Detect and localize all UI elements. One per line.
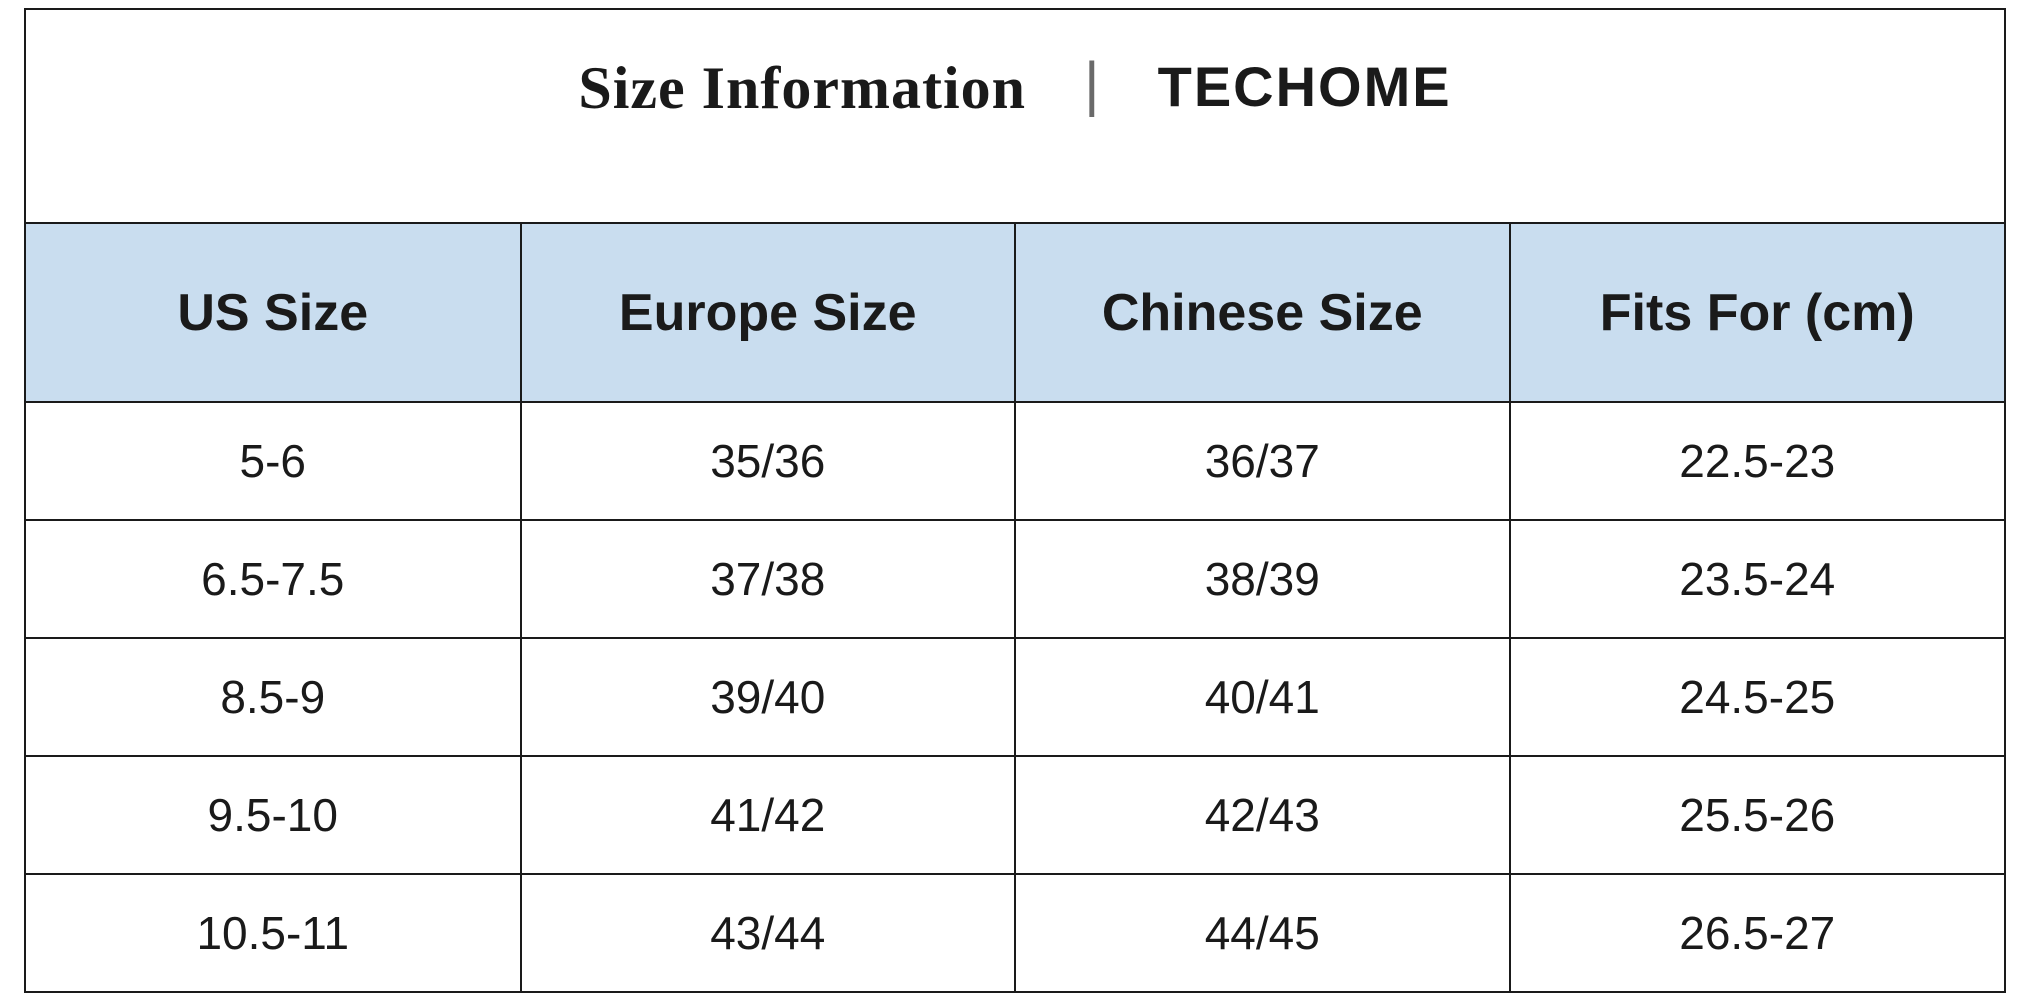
cell: 41/42 — [521, 756, 1016, 874]
cell: 9.5-10 — [26, 756, 521, 874]
title-row: Size Information | TECHOME — [26, 10, 2004, 224]
col-fits-for: Fits For (cm) — [1510, 224, 2005, 402]
cell: 8.5-9 — [26, 638, 521, 756]
cell: 22.5-23 — [1510, 402, 2005, 520]
table-row: 9.5-10 41/42 42/43 25.5-26 — [26, 756, 2004, 874]
table-row: 8.5-9 39/40 40/41 24.5-25 — [26, 638, 2004, 756]
cell: 39/40 — [521, 638, 1016, 756]
cell: 25.5-26 — [1510, 756, 2005, 874]
title-separator: | — [1074, 54, 1110, 114]
size-chart-container: Size Information | TECHOME US Size Europ… — [24, 8, 2006, 993]
table-header-row: US Size Europe Size Chinese Size Fits Fo… — [26, 224, 2004, 402]
cell: 40/41 — [1015, 638, 1510, 756]
size-table: US Size Europe Size Chinese Size Fits Fo… — [26, 224, 2004, 993]
cell: 24.5-25 — [1510, 638, 2005, 756]
table-row: 6.5-7.5 37/38 38/39 23.5-24 — [26, 520, 2004, 638]
cell: 35/36 — [521, 402, 1016, 520]
col-us-size: US Size — [26, 224, 521, 402]
cell: 6.5-7.5 — [26, 520, 521, 638]
title-left: Size Information — [578, 54, 1026, 123]
cell: 23.5-24 — [1510, 520, 2005, 638]
table-row: 5-6 35/36 36/37 22.5-23 — [26, 402, 2004, 520]
table-row: 10.5-11 43/44 44/45 26.5-27 — [26, 874, 2004, 992]
cell: 5-6 — [26, 402, 521, 520]
cell: 36/37 — [1015, 402, 1510, 520]
cell: 43/44 — [521, 874, 1016, 992]
col-europe-size: Europe Size — [521, 224, 1016, 402]
cell: 26.5-27 — [1510, 874, 2005, 992]
cell: 10.5-11 — [26, 874, 521, 992]
cell: 37/38 — [521, 520, 1016, 638]
cell: 44/45 — [1015, 874, 1510, 992]
col-chinese-size: Chinese Size — [1015, 224, 1510, 402]
title-right: TECHOME — [1158, 54, 1452, 119]
cell: 42/43 — [1015, 756, 1510, 874]
cell: 38/39 — [1015, 520, 1510, 638]
